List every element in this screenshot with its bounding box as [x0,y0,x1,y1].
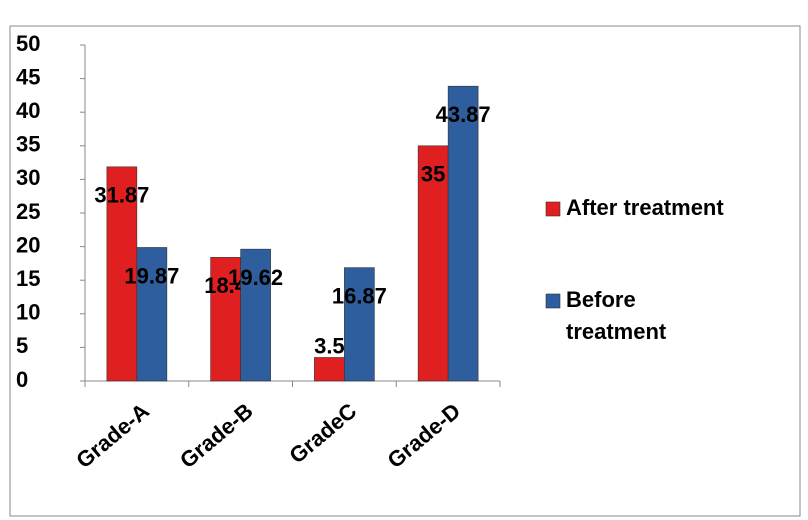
legend-label: After treatment [566,195,724,220]
y-tick-label: 25 [16,199,40,224]
bar [314,357,345,382]
bar [344,267,375,382]
data-label: 31.87 [94,183,149,208]
data-label: 43.87 [436,102,491,127]
bar [240,248,271,382]
legend-swatch [545,201,561,217]
bar [136,247,168,382]
bar [417,145,449,382]
y-tick-label: 0 [16,367,28,392]
y-tick-label: 5 [16,333,28,358]
data-label: 19.87 [124,263,179,288]
legend-label: Before treatment [566,287,667,344]
x-tick-label: Grade-B [175,398,258,473]
y-tick-label: 50 [16,31,40,56]
data-label: 19.62 [228,265,283,290]
x-tick-label: GradeC [284,398,361,468]
data-label: 35 [421,162,445,187]
data-label: 3.5 [314,333,345,358]
chart-border [9,25,801,517]
bar [210,257,241,382]
y-tick-label: 20 [16,232,40,257]
y-tick-label: 30 [16,165,40,190]
y-tick-label: 45 [16,64,40,89]
data-label: 16.87 [332,283,387,308]
y-tick-label: 40 [16,98,40,123]
legend-swatch [545,293,561,309]
y-tick-label: 35 [16,132,40,157]
x-tick-label: Grade-D [383,398,466,473]
y-tick-label: 10 [16,300,40,325]
x-tick-label: Grade-A [71,398,154,473]
bar [447,85,479,382]
y-tick-label: 15 [16,266,40,291]
